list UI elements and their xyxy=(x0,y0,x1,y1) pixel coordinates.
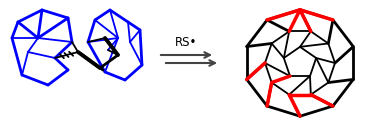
Text: RS•: RS• xyxy=(175,36,197,49)
